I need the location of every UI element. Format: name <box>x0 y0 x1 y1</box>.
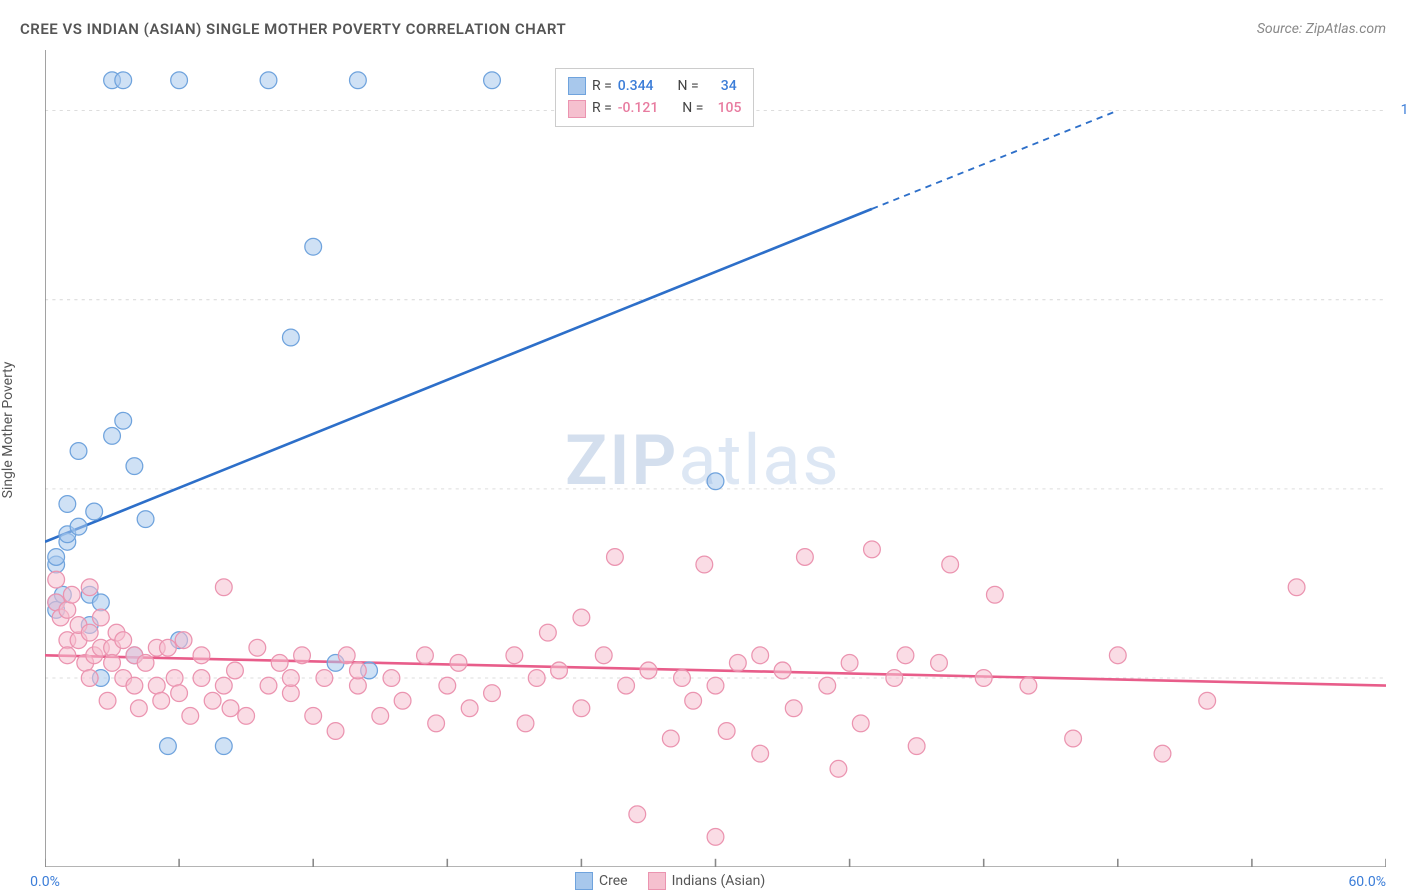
legend-r-label: R = <box>592 97 612 119</box>
chart-header: CREE VS INDIAN (ASIAN) SINGLE MOTHER POV… <box>20 20 1386 38</box>
legend-series-item: Cree <box>575 872 628 890</box>
y-tick-label: 100.0% <box>1401 102 1406 118</box>
legend-swatch <box>575 872 593 890</box>
legend-series-label: Cree <box>599 873 628 889</box>
correlation-legend: R = 0.344 N = 34 R = -0.121 N = 105 <box>555 68 754 127</box>
chart-title: CREE VS INDIAN (ASIAN) SINGLE MOTHER POV… <box>20 20 566 38</box>
legend-r-label: R = <box>592 75 612 97</box>
chart-source: Source: ZipAtlas.com <box>1257 21 1386 37</box>
x-tick-label: 0.0% <box>30 874 60 890</box>
x-tick-label: 60.0% <box>1348 874 1386 890</box>
legend-swatch <box>568 77 586 95</box>
chart-container: R = 0.344N = 34R = -0.121N = 105 CreeInd… <box>45 50 1386 862</box>
legend-r-value: 0.344 <box>618 75 654 97</box>
legend-n-label: N = <box>678 75 699 97</box>
legend-swatch <box>568 100 586 118</box>
legend-n-value: 34 <box>705 75 737 97</box>
legend-row: R = 0.344 N = 34 <box>568 75 741 97</box>
series-legend: Cree Indians (Asian) <box>575 872 765 890</box>
legend-r-value: -0.121 <box>618 97 658 119</box>
legend-row: R = -0.121 N = 105 <box>568 97 741 119</box>
scatter-plot <box>45 50 1386 867</box>
legend-series-item: Indians (Asian) <box>648 872 766 890</box>
y-axis-label: Single Mother Poverty <box>0 362 16 499</box>
legend-n-label: N = <box>682 97 703 119</box>
legend-n-value: 105 <box>709 97 741 119</box>
legend-series-label: Indians (Asian) <box>672 873 766 889</box>
legend-swatch <box>648 872 666 890</box>
